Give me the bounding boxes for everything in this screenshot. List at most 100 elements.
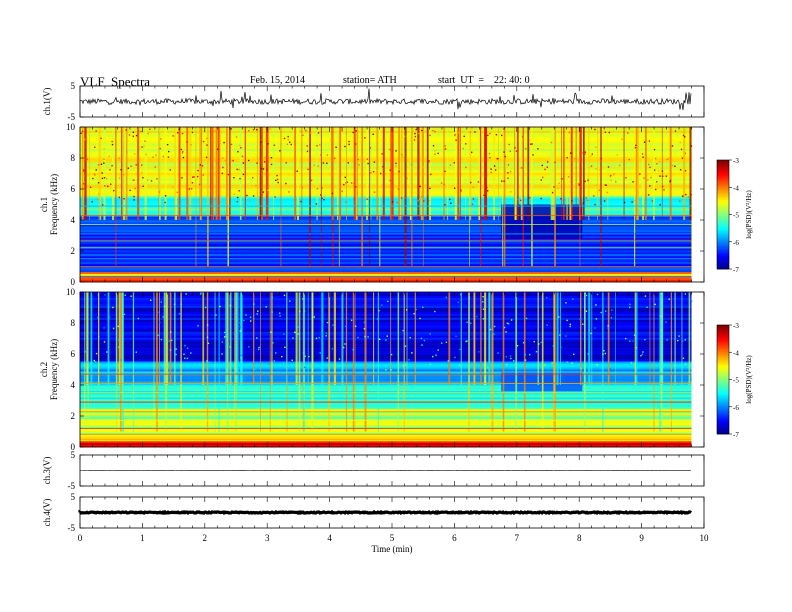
- ch2-spectrogram-speckle: [184, 357, 186, 359]
- colorbar-step: [717, 209, 729, 212]
- ch1-spectrogram-speckle: [256, 161, 258, 164]
- ch1-spectrogram-speckle: [132, 179, 134, 181]
- ch2-spectrogram-sferic: [240, 292, 243, 385]
- ch1-spectrogram-speckle: [653, 169, 656, 171]
- ch2-spectrogram-speckle: [270, 331, 272, 333]
- ch2-spectrogram-speckle: [124, 294, 126, 296]
- ch2-spectrogram-band: [80, 343, 692, 346]
- ch2-spectrogram-speckle: [170, 331, 172, 333]
- ch2-spectrogram-band: [80, 329, 692, 333]
- ch1-spectrogram-sferic: [112, 127, 115, 220]
- ch1-spectrogram-sferic: [332, 127, 334, 220]
- ch1-spectrogram-speckle: [604, 131, 607, 133]
- colorbar-step: [717, 258, 729, 261]
- ch1-spectrogram-speckle: [427, 161, 430, 163]
- ch1-spectrogram-speckle: [266, 168, 268, 171]
- ch1-spectrogram-speckle: [627, 132, 629, 134]
- ch1-spectrogram-speckle: [182, 150, 184, 153]
- ch2-spectrogram-band: [80, 389, 692, 392]
- ch1-spectrogram-band: [80, 206, 692, 209]
- x-tick-label: 5: [390, 533, 395, 543]
- ch2-spectrogram-speckle: [170, 339, 173, 342]
- ch1-spectrogram-speckle: [427, 132, 429, 134]
- ch1-spectrogram-sferic: [401, 127, 403, 220]
- ch2-spectrogram-sferic: [653, 292, 655, 432]
- ch1-spectrogram-speckle: [395, 162, 397, 165]
- ch1-spectrogram-band: [80, 198, 692, 201]
- ch1-spectrogram-sferic: [103, 127, 106, 220]
- ch1-spectrogram-speckle: [389, 169, 391, 171]
- ch1-spectrogram-speckle: [397, 188, 400, 190]
- ch2-spectrogram-sferic: [615, 292, 616, 385]
- colorbar-step: [717, 332, 729, 335]
- colorbar-tick-label: -4: [733, 184, 739, 192]
- ch2-spectrogram-speckle: [229, 304, 231, 307]
- ch2-spectrogram-band: [80, 307, 692, 311]
- colorbar-step: [717, 187, 729, 190]
- ch1-spectrogram-speckle: [661, 170, 664, 172]
- ch1-spectrogram-speckle: [199, 183, 201, 186]
- ch2-spectrogram-sferic: [98, 292, 100, 385]
- ch1-spectrogram-speckle: [310, 179, 313, 182]
- ch1-spectrogram-speckle: [391, 201, 394, 203]
- colorbar-step: [717, 366, 729, 369]
- ch2-spectrogram-band: [80, 395, 692, 398]
- ch1-spectrogram-band: [80, 160, 692, 164]
- ch1-spectrogram-band: [80, 264, 692, 267]
- ch2-spectrogram-speckle: [668, 298, 670, 300]
- ch2-spectrogram-band: [80, 361, 692, 364]
- colorbar-step: [717, 352, 729, 355]
- ch1-spectrogram-speckle: [260, 141, 262, 143]
- ch2-spectrogram-speckle: [558, 316, 560, 318]
- ch1-spectrogram-speckle: [656, 163, 658, 165]
- ch2-spectrogram-speckle: [629, 306, 631, 309]
- ch2-spectrogram-band: [80, 371, 692, 374]
- x-axis: 0 1 2 3 4 5 6 7 8 9 10 Time (min): [78, 533, 709, 554]
- colorbar-step: [717, 236, 729, 239]
- ch2-spectrogram-speckle: [565, 302, 567, 304]
- ch1-spectrogram-speckle: [544, 168, 546, 171]
- colorbar-step: [717, 354, 729, 357]
- ch2-spectrogram-sferic: [303, 292, 306, 432]
- ch1-spectrogram-speckle: [644, 141, 646, 143]
- ch1-spectrogram-speckle: [300, 200, 302, 203]
- ch1-spectrogram-band: [80, 266, 692, 269]
- ch1-spectrogram-speckle: [509, 171, 512, 173]
- ch1-spectrogram-sferic: [265, 127, 268, 220]
- ch1-spectrogram-speckle: [618, 164, 621, 166]
- ch2-spectrogram-speckle: [524, 359, 527, 361]
- ch1-spectrogram-sferic: [294, 127, 296, 220]
- colorbar-step: [717, 223, 729, 226]
- ch2-spectrogram-speckle: [345, 325, 347, 327]
- ch2-spectrogram-sferic: [635, 292, 638, 385]
- ch1-spectrogram-band: [80, 154, 692, 158]
- colorbar-step: [717, 334, 729, 337]
- ch1-spectrogram-band: [80, 232, 692, 235]
- ch2-spectrogram-band: [80, 373, 692, 376]
- colorbar-step: [717, 346, 729, 350]
- ch2-spectrogram-speckle: [596, 364, 598, 366]
- ch1-spectrogram-sferic: [212, 127, 213, 220]
- ch2-spectrogram-band: [80, 301, 692, 305]
- ch2-spectrogram-speckle: [169, 349, 172, 351]
- ch1-spectrogram-speckle: [634, 147, 637, 149]
- ch1-spectrogram-speckle: [154, 166, 156, 168]
- ch2-spectrogram-speckle: [640, 355, 642, 357]
- ch1-spectrogram-speckle: [510, 191, 512, 193]
- ch2-spectrogram-band: [80, 367, 692, 370]
- colorbar-step: [717, 426, 729, 429]
- ch1-spectrogram-band: [80, 200, 692, 203]
- colorbar-step: [717, 212, 729, 215]
- ch1-spectrogram-sferic: [642, 127, 644, 220]
- ch1-spectrogram-speckle: [81, 130, 84, 133]
- ch1-spectrogram-band: [80, 142, 692, 146]
- colorbar-step: [717, 335, 729, 339]
- ch2-spectrogram-speckle: [540, 341, 542, 344]
- colorbar-step: [717, 374, 729, 377]
- ch1-spectrogram-sferic: [217, 127, 220, 220]
- ch2-spectrogram-sferic: [688, 292, 691, 385]
- ch2-spectrogram-speckle: [325, 332, 328, 334]
- ch1-spectrogram-speckle: [305, 129, 307, 132]
- ch1-waveform-trace: [79, 88, 692, 111]
- ch2-spectrogram-speckle: [572, 298, 574, 300]
